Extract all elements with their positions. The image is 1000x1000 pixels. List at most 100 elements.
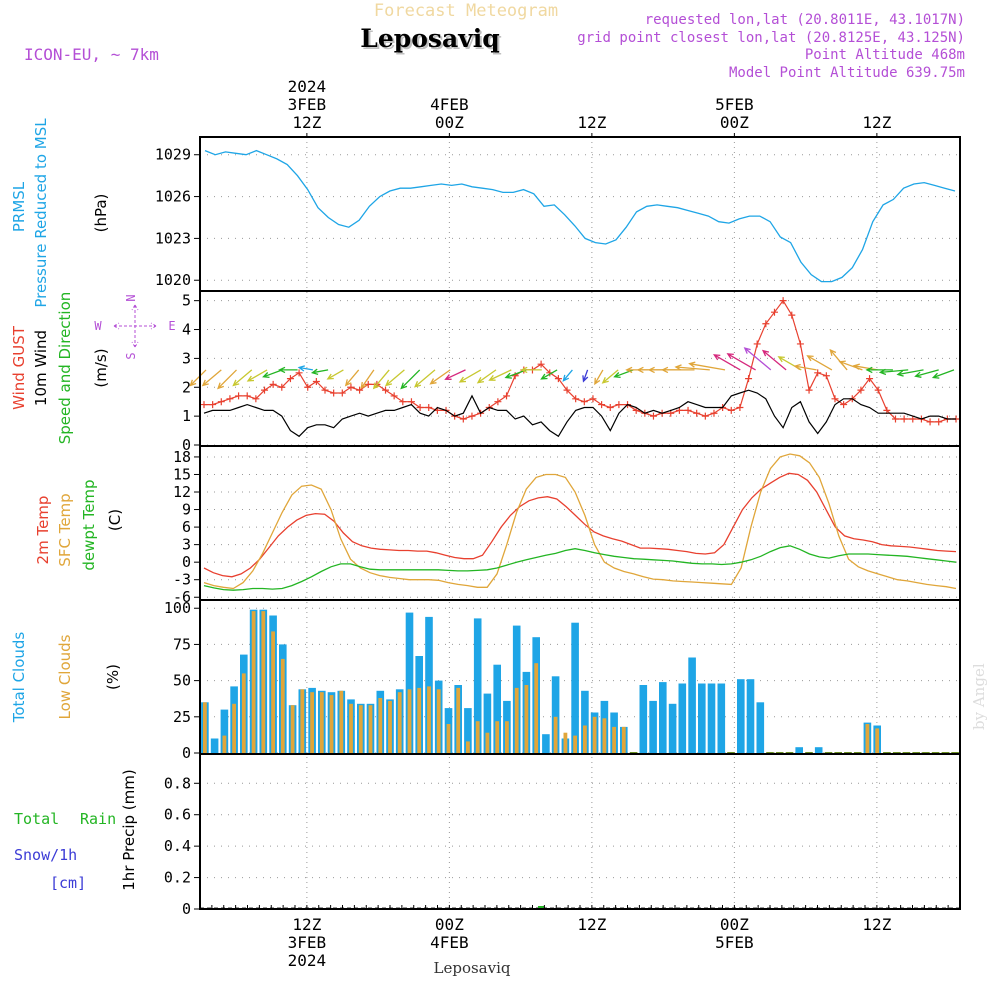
total-clouds-bar — [425, 616, 433, 753]
wind-gust-marker — [416, 403, 424, 411]
wind-gust-marker — [753, 340, 761, 348]
wind-direction-arrow — [726, 353, 756, 371]
wind-direction-arrow — [413, 369, 436, 388]
total-clouds-bar — [814, 747, 823, 753]
low-clouds-bar — [203, 702, 207, 753]
clouds-ytick-label: 0 — [182, 744, 191, 762]
wind-gust-marker — [840, 401, 848, 409]
temperature-ytick-label: 0 — [182, 553, 191, 571]
wind-gust-marker — [269, 380, 277, 388]
wind-gust-marker — [606, 403, 614, 411]
total-clouds-bar — [766, 752, 774, 753]
wind-gust-marker — [589, 395, 597, 403]
precipitation-ytick-label: 0.8 — [164, 774, 191, 792]
wind-direction-arrow — [878, 368, 909, 376]
temperature-ytick-label: 9 — [182, 501, 191, 519]
info-requested: requested lon,lat (20.8011E, 43.1017N) — [645, 12, 965, 28]
top-time-label: 3FEB — [288, 95, 327, 114]
grid-layer — [200, 137, 960, 910]
total-clouds-bar — [649, 700, 657, 753]
wind-gust-marker — [382, 386, 390, 394]
wind-gust-marker — [261, 386, 269, 394]
temperature-ytick-label: 12 — [173, 483, 191, 501]
wind-gust-marker — [866, 375, 874, 383]
low-clouds-bar — [329, 695, 334, 753]
bottom-time-label: 3FEB — [288, 933, 327, 952]
wind-gust-marker — [788, 311, 796, 319]
low-clouds-bar — [397, 692, 402, 753]
total-clouds-bar — [912, 752, 920, 753]
wind-direction-arrow — [865, 366, 893, 374]
low-clouds-bar — [466, 741, 470, 753]
low-clouds-bar — [505, 721, 509, 753]
total-clouds-bar — [834, 752, 842, 753]
wind-gust-marker — [330, 389, 338, 397]
compass-west-label: W — [94, 319, 102, 333]
pressure-label-unit: (hPa) — [92, 194, 110, 233]
wind-10m-line — [203, 389, 956, 438]
compass-rose-icon — [113, 304, 157, 348]
temperature-ytick-label: -6 — [173, 588, 191, 606]
temp-label-unit: (C) — [106, 509, 124, 531]
pressure-frame — [199, 136, 961, 292]
wind-gust-marker — [209, 401, 217, 409]
clouds-label-total: Total Clouds — [10, 632, 28, 724]
low-clouds-bar — [456, 687, 461, 753]
total-clouds-bar — [756, 702, 765, 753]
total-clouds-bar — [737, 679, 745, 753]
low-clouds-bar — [427, 686, 431, 753]
wind-gust-marker — [243, 392, 251, 400]
total-clouds-bar — [551, 676, 560, 753]
temp-label-sfc: SFC Temp — [56, 493, 74, 566]
wind-gust-marker — [814, 369, 822, 377]
wind-gust-marker — [745, 375, 753, 383]
temperature-ytick-label: 3 — [182, 536, 191, 554]
wind-direction-arrow — [594, 369, 604, 386]
total-clouds-bar — [892, 752, 901, 753]
total-clouds-bar — [902, 752, 911, 753]
low-clouds-bar — [563, 732, 568, 753]
top-time-label: 5FEB — [715, 95, 754, 114]
pressure-ytick-label: 1020 — [155, 271, 191, 289]
precip-label-total: Total — [14, 810, 59, 828]
wind-gust-marker — [295, 369, 303, 377]
temperature-series-line-0 — [203, 472, 957, 578]
low-clouds-bar — [319, 692, 324, 753]
low-clouds-bar — [621, 726, 626, 753]
wind-direction-arrow — [458, 369, 482, 383]
wind-direction-arrow — [793, 363, 817, 371]
wind-label-10m: 10m Wind — [32, 330, 50, 406]
wind-direction-arrow — [540, 369, 558, 380]
wind-gust-marker — [831, 395, 839, 403]
bottom-time-label: 5FEB — [715, 933, 754, 952]
wind-direction-arrow — [344, 369, 360, 387]
wind-direction-arrow — [189, 369, 207, 387]
precipitation-ytick-label: 0 — [182, 900, 191, 918]
bottom-time-label: 2024 — [288, 951, 327, 970]
total-clouds-bar — [853, 752, 862, 753]
total-clouds-bar — [659, 682, 667, 753]
wind-gust-marker — [235, 392, 243, 400]
total-clouds-bar — [688, 657, 696, 753]
station-title-shadow: Leposaviq — [362, 26, 501, 55]
wind-direction-arrow — [232, 369, 253, 387]
wind-direction-arrow — [326, 369, 344, 380]
low-clouds-bar — [865, 724, 870, 753]
low-clouds-bar — [436, 689, 441, 753]
bottom-time-label: 00Z — [435, 915, 464, 934]
wind-ytick-label: 5 — [182, 292, 191, 310]
data-layer — [189, 149, 960, 909]
precip-label-rain: Rain — [80, 810, 116, 828]
wind-gust-marker — [364, 380, 372, 388]
low-clouds-bar — [592, 716, 597, 753]
bottom-time-label: 12Z — [862, 915, 891, 934]
low-clouds-bar — [261, 611, 266, 753]
total-clouds-bar — [483, 693, 492, 753]
wind-gust-marker — [338, 389, 346, 397]
wind-gust-marker — [252, 395, 260, 403]
low-clouds-bar — [407, 689, 412, 753]
wind-gust-marker — [312, 377, 320, 385]
low-clouds-bar — [573, 735, 577, 753]
wind-gust-marker — [770, 308, 778, 316]
wind-gust-marker — [684, 406, 692, 414]
